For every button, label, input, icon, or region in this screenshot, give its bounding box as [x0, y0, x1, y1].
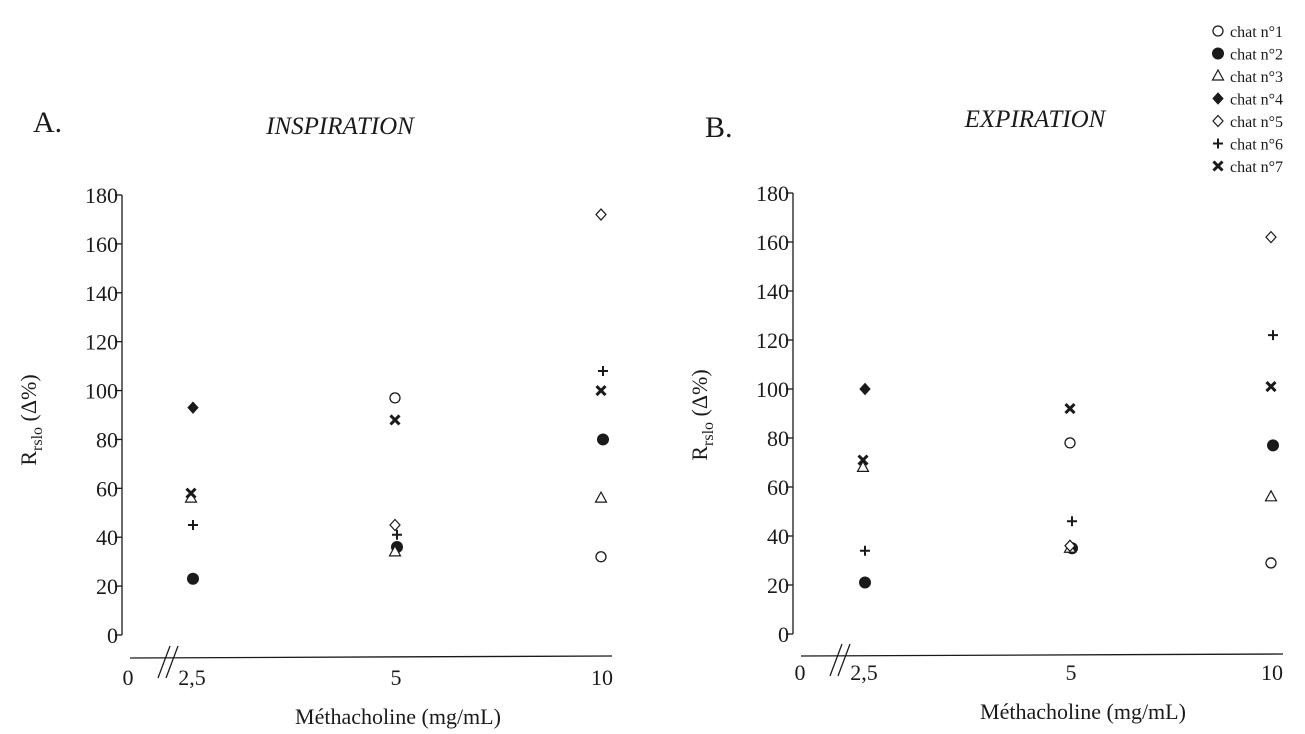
point-cross — [595, 384, 607, 397]
axis-break-mark — [165, 645, 179, 679]
data-points — [856, 230, 1279, 589]
data-points — [184, 208, 609, 585]
y-tick-label: 120 — [756, 328, 789, 353]
legend-marker — [1212, 25, 1224, 37]
x-tick-label: 5 — [391, 665, 402, 690]
y-tick-label: 40 — [96, 525, 118, 550]
point-open-triangle — [594, 490, 608, 503]
x-tick-label: 0 — [795, 660, 806, 685]
legend-label: chat n°2 — [1230, 47, 1283, 64]
y-tick-label: 60 — [96, 476, 118, 501]
legend-marker — [1213, 138, 1223, 149]
x-tick-label: 2,5 — [850, 660, 878, 685]
point-open-circle — [389, 392, 401, 404]
legend-marker — [1212, 160, 1224, 172]
legend-marker — [1212, 47, 1224, 60]
point-cross — [185, 487, 197, 499]
panel-b: B. EXPIRATION 0 20 40 60 80 100 120 140 160 180 0 2,5… — [687, 106, 1284, 724]
point-open-diamond — [389, 518, 401, 532]
panel-title: EXPIRATION — [964, 106, 1107, 133]
x-tick-label: 10 — [591, 665, 613, 690]
legend-label: chat n°7 — [1230, 159, 1283, 176]
legend-label: chat n°5 — [1230, 114, 1283, 131]
point-plus — [188, 520, 198, 530]
point-plus — [392, 529, 402, 540]
y-tick-label: 0 — [107, 623, 118, 648]
point-open-triangle — [388, 544, 402, 557]
point-open-circle — [1064, 437, 1076, 449]
point-filled-diamond — [859, 382, 871, 396]
point-filled-circle — [187, 572, 199, 585]
point-open-triangle — [856, 460, 870, 472]
x-tick-label: 2,5 — [178, 665, 206, 690]
y-tick-label: 80 — [767, 426, 789, 451]
point-filled-diamond — [187, 401, 199, 414]
x-tick-label: 5 — [1066, 660, 1077, 685]
legend: chat n°1 chat n°2 chat n°3 chat n°4 chat n°5… — [1211, 24, 1283, 176]
y-tick-label: 0 — [778, 622, 789, 647]
axis-break-mark — [829, 643, 843, 677]
point-filled-circle — [859, 576, 871, 589]
point-plus — [598, 366, 608, 376]
point-filled-circle — [1267, 439, 1279, 452]
y-axis-label: Rrslo (Δ%) — [16, 374, 46, 465]
point-open-diamond — [1064, 539, 1076, 553]
x-axis-line — [129, 655, 613, 659]
point-plus — [860, 545, 870, 556]
y-tick-label: 100 — [85, 379, 118, 404]
point-open-circle — [595, 551, 607, 563]
point-cross — [857, 454, 869, 466]
y-tick-label: 180 — [756, 181, 789, 206]
legend-label: chat n°1 — [1230, 24, 1283, 41]
y-tick-label: 140 — [85, 281, 118, 306]
y-tick-label: 140 — [756, 279, 789, 304]
point-cross — [389, 414, 401, 426]
legend-marker — [1212, 92, 1224, 105]
y-tick-label: 160 — [756, 230, 789, 255]
x-axis-label: Méthacholine (mg/mL) — [980, 699, 1186, 724]
axis-break-mark — [837, 643, 851, 677]
point-open-triangle — [1264, 489, 1278, 502]
point-plus — [1268, 330, 1278, 341]
panel-title: INSPIRATION — [265, 113, 415, 140]
legend-marker — [1211, 68, 1225, 81]
y-tick-label: 100 — [756, 377, 789, 402]
point-open-diamond — [595, 208, 607, 221]
y-tick-label: 120 — [85, 330, 118, 355]
point-plus — [1067, 516, 1077, 527]
legend-label: chat n°6 — [1230, 137, 1283, 154]
x-axis-line — [800, 653, 1284, 657]
y-tick-label: 20 — [767, 573, 789, 598]
point-open-circle — [1265, 557, 1277, 569]
y-tick-label: 160 — [85, 232, 118, 257]
x-tick-label: 10 — [1261, 660, 1283, 685]
x-tick-label: 0 — [123, 665, 134, 690]
x-axis-label: Méthacholine (mg/mL) — [295, 704, 501, 729]
point-cross — [1265, 380, 1277, 393]
point-open-diamond — [1265, 230, 1277, 244]
legend-marker — [1212, 114, 1224, 128]
point-filled-circle — [597, 433, 609, 446]
panel-label: B. — [705, 111, 733, 144]
y-tick-label: 20 — [96, 574, 118, 599]
legend-label: chat n°3 — [1230, 69, 1283, 86]
panel-a: A. INSPIRATION 0 20 40 60 80 100 120 140 160 180 0 2,… — [16, 106, 613, 729]
y-tick-label: 60 — [767, 475, 789, 500]
axis-break-mark — [157, 645, 171, 679]
point-cross — [1064, 403, 1076, 415]
panel-label: A. — [33, 106, 62, 139]
legend-label: chat n°4 — [1230, 92, 1283, 109]
y-axis-label: Rrslo (Δ%) — [687, 369, 717, 460]
y-tick-label: 80 — [96, 427, 118, 452]
y-tick-label: 180 — [85, 183, 118, 208]
y-tick-label: 40 — [767, 524, 789, 549]
